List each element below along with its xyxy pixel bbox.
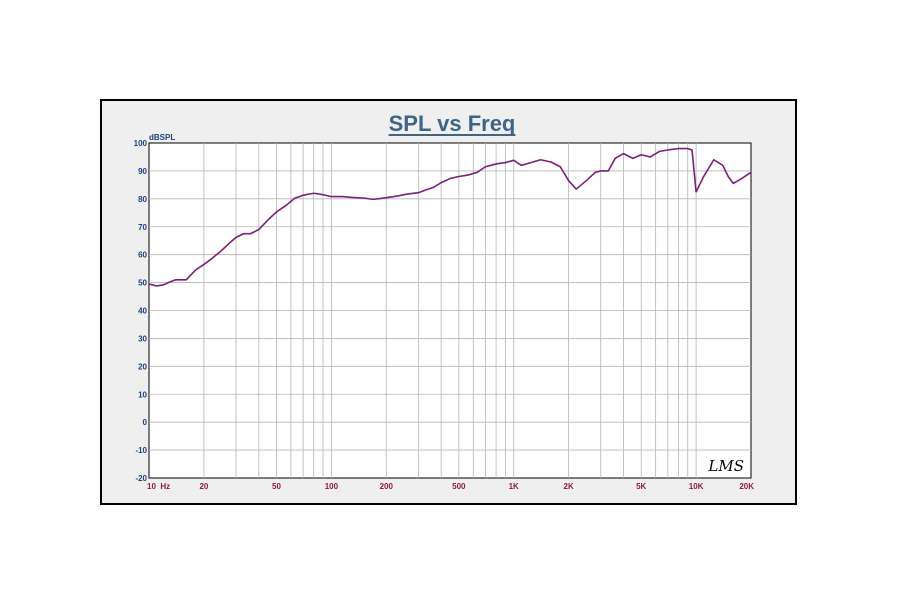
- y-tick-label: 0: [143, 418, 148, 427]
- lms-watermark: LMS: [707, 457, 744, 475]
- y-tick-label: 20: [138, 362, 147, 371]
- y-tick-label: -10: [135, 446, 147, 455]
- x-tick-label: 10K: [689, 482, 704, 491]
- y-tick-label: 60: [138, 251, 147, 260]
- spl-series-line: [148, 147, 752, 287]
- y-tick-label: 10: [138, 390, 147, 399]
- chart-title: SPL vs Freq: [389, 111, 516, 136]
- y-tick-label: 80: [138, 195, 147, 204]
- grid-lines: [149, 143, 751, 478]
- y-tick-label: 30: [138, 334, 147, 343]
- x-tick-labels: 10 Hz 20 50 100 200 500 1K 2K 5K 10K 20K: [147, 482, 754, 491]
- x-tick-label: 20: [199, 482, 208, 491]
- spl-frequency-chart: SPL vs Freq dBSPL 1009080706050403020100…: [134, 111, 755, 491]
- x-tick-label: 5K: [636, 482, 646, 491]
- y-tick-label: 70: [138, 223, 147, 232]
- y-tick-label: 40: [138, 307, 147, 316]
- chart-frame: SPL vs Freq dBSPL 100 90 80 70 60 50 40 30 20 10 0…: [100, 99, 797, 505]
- x-tick-label: 50: [272, 482, 281, 491]
- y-tick-label: 90: [138, 167, 147, 176]
- x-tick-label: 200: [380, 482, 394, 491]
- x-tick-label: 2K: [564, 482, 574, 491]
- y-tick-label: 100: [134, 139, 148, 148]
- x-tick-label: 1K: [509, 482, 519, 491]
- y-axis-label: dBSPL: [149, 133, 175, 142]
- y-tick-label: -20: [135, 474, 147, 483]
- x-tick-label: 20K: [739, 482, 754, 491]
- x-tick-label: 100: [325, 482, 339, 491]
- series-layer: [148, 147, 752, 287]
- y-tick-label: 50: [138, 279, 147, 288]
- x-tick-label: 10 Hz: [147, 482, 170, 491]
- x-tick-label: 500: [452, 482, 466, 491]
